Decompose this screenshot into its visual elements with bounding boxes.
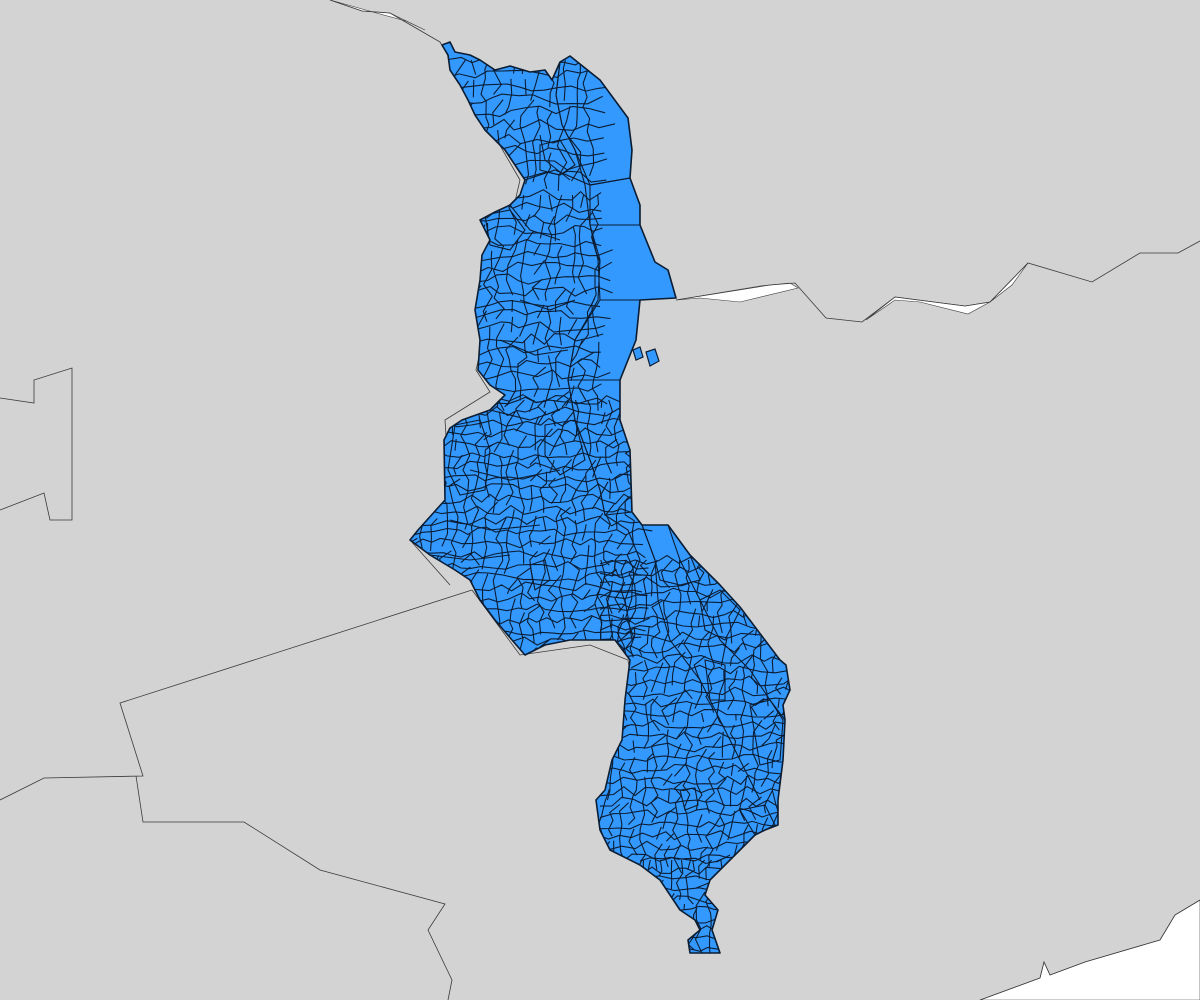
district-boundary xyxy=(514,399,531,661)
large-region[interactable] xyxy=(704,659,726,701)
region-boundary-east xyxy=(641,524,761,801)
island-1 xyxy=(632,346,644,361)
district-boundary xyxy=(474,300,601,309)
district-boundary xyxy=(599,709,790,719)
district-boundary xyxy=(599,675,790,687)
district-boundary xyxy=(474,309,611,320)
district-boundary xyxy=(599,664,790,676)
district-boundary xyxy=(444,93,603,105)
district-boundary xyxy=(410,493,646,505)
district-boundary xyxy=(650,559,667,870)
lake-sliver-east-1 xyxy=(675,282,799,303)
district-boundary xyxy=(474,249,613,263)
district-boundary xyxy=(474,285,613,297)
district-boundary xyxy=(505,194,519,406)
district-boundary xyxy=(685,859,698,953)
district-boundary xyxy=(599,686,790,698)
district-boundary xyxy=(599,730,790,743)
district-boundary xyxy=(410,526,653,537)
island-2 xyxy=(645,348,660,367)
district-boundary xyxy=(705,559,722,867)
district-boundary xyxy=(474,345,601,358)
district-boundary xyxy=(639,856,728,864)
district-boundary xyxy=(599,753,790,763)
district-boundary xyxy=(599,741,790,753)
district-boundary xyxy=(576,194,595,402)
district-boundary xyxy=(638,559,654,862)
border-line-southwest xyxy=(0,589,473,801)
large-region[interactable] xyxy=(447,419,491,496)
district-boundary xyxy=(675,859,687,953)
district-boundary xyxy=(558,399,574,655)
large-region[interactable] xyxy=(529,559,551,591)
large-region[interactable] xyxy=(699,589,741,641)
district-boundary xyxy=(682,559,697,871)
district-boundary xyxy=(599,820,790,830)
border-line-south-west-2 xyxy=(135,775,453,1000)
district-boundary xyxy=(599,808,790,819)
district-boundary xyxy=(474,225,603,236)
region-boundary-arc xyxy=(429,134,576,561)
district-boundary xyxy=(410,449,641,462)
district-boundary xyxy=(410,473,641,483)
district-boundary xyxy=(410,460,646,473)
district-boundary xyxy=(565,194,584,407)
district-boundary xyxy=(474,273,611,285)
district-boundary xyxy=(553,194,570,402)
district-boundary xyxy=(599,719,790,730)
district-boundary xyxy=(410,550,646,560)
district-boundary xyxy=(580,399,597,652)
district-boundary xyxy=(410,515,652,527)
large-region[interactable] xyxy=(739,804,776,836)
district-boundary xyxy=(569,399,587,656)
district-boundary xyxy=(410,438,652,449)
large-region[interactable] xyxy=(539,139,576,176)
large-region[interactable] xyxy=(567,379,633,516)
district-boundary xyxy=(599,774,790,786)
large-region[interactable] xyxy=(589,177,641,226)
border-line-west-box xyxy=(0,367,73,521)
district-boundary xyxy=(536,399,553,658)
district-boundary xyxy=(599,653,790,664)
district-boundary xyxy=(503,399,519,658)
district-boundary xyxy=(599,763,790,775)
district-boundary xyxy=(474,261,613,275)
district-boundary xyxy=(474,333,604,345)
large-region[interactable] xyxy=(749,699,784,766)
large-region[interactable] xyxy=(544,419,586,476)
large-region[interactable] xyxy=(679,787,699,811)
district-boundary xyxy=(599,796,790,808)
district-boundary xyxy=(474,369,611,381)
border-line-southeast xyxy=(979,899,1200,1000)
district-boundary xyxy=(474,321,606,333)
district-boundary xyxy=(694,859,711,953)
district-boundary xyxy=(474,214,602,225)
district-boundary xyxy=(599,785,790,797)
district-boundary xyxy=(556,59,571,191)
district-boundary xyxy=(474,238,602,248)
border-line-northeast xyxy=(675,240,1200,323)
border-line-north xyxy=(329,0,441,43)
